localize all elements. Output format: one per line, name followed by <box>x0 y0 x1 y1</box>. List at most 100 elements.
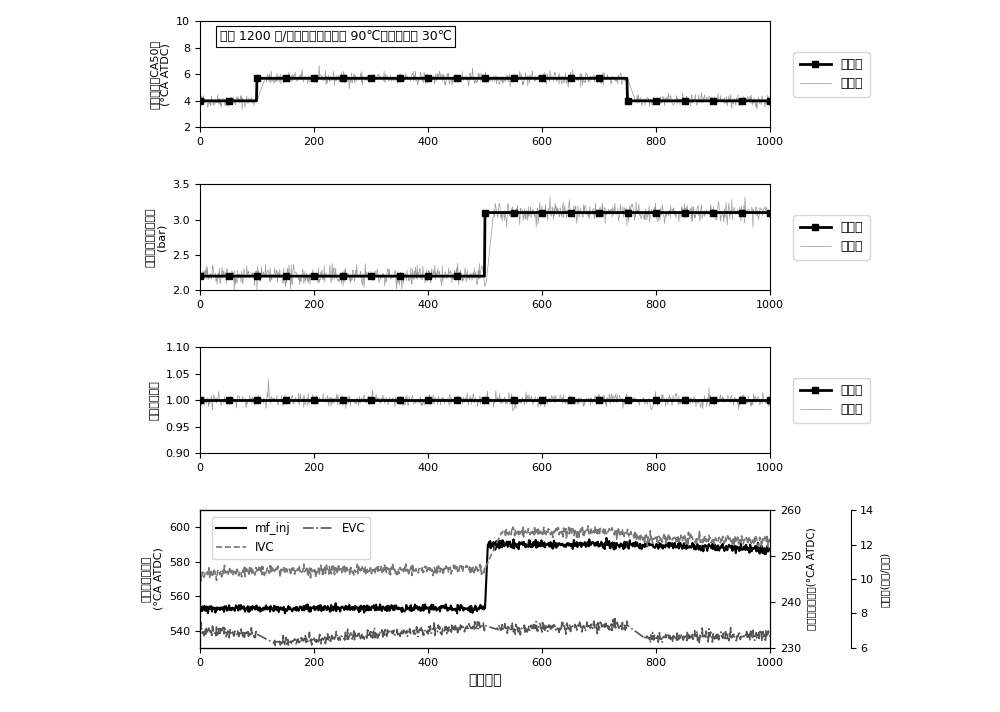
Y-axis label: 喷油量(毫克/循环): 喷油量(毫克/循环) <box>880 551 890 607</box>
Line: IVC: IVC <box>200 525 770 581</box>
Y-axis label: 排气门关闭时刻(°CA ATDC): 排气门关闭时刻(°CA ATDC) <box>807 528 817 630</box>
实际值 <box>737 92 749 100</box>
X-axis label: 循环编号: 循环编号 <box>468 674 502 687</box>
实际值 <box>639 216 651 224</box>
mf_inj <box>639 540 651 548</box>
实际值 <box>236 105 248 114</box>
实际值 <box>660 96 672 105</box>
设定值 <box>194 97 206 105</box>
实际值 <box>313 61 325 70</box>
设定值 <box>698 396 710 404</box>
设定值 <box>229 272 241 281</box>
设定值 <box>737 209 749 217</box>
实际值 <box>660 397 672 405</box>
设定值 <box>737 97 749 105</box>
实际值 <box>507 407 519 415</box>
mf_inj <box>600 533 612 542</box>
设定值 <box>194 272 206 281</box>
EVC <box>764 632 776 641</box>
实际值 <box>660 213 672 221</box>
实际值 <box>251 286 263 295</box>
实际值 <box>699 95 711 103</box>
实际值 <box>229 97 241 105</box>
EVC <box>194 627 206 635</box>
设定值 <box>479 209 491 217</box>
Line: 设定值: 设定值 <box>197 75 773 104</box>
实际值 <box>310 78 322 87</box>
EVC <box>737 632 749 641</box>
Text: 转速 1200 转/分钟，冷却水温度 90℃，进气温度 30℃: 转速 1200 转/分钟，冷却水温度 90℃，进气温度 30℃ <box>220 30 452 43</box>
设定值 <box>639 209 651 217</box>
Line: 设定值: 设定值 <box>197 210 773 279</box>
实际值 <box>544 192 556 201</box>
IVC <box>699 533 711 541</box>
设定值 <box>251 74 263 83</box>
设定值 <box>310 74 322 83</box>
Y-axis label: 过量空气系数: 过量空气系数 <box>150 380 160 420</box>
IVC <box>764 538 776 547</box>
Y-axis label: 进气门关闭时刻
(°CA ATDC): 进气门关闭时刻 (°CA ATDC) <box>142 548 164 610</box>
mf_inj <box>451 609 463 617</box>
实际值 <box>194 95 206 103</box>
实际值 <box>699 206 711 215</box>
实际值 <box>737 211 749 220</box>
设定值 <box>639 97 651 105</box>
实际值 <box>639 101 651 110</box>
实际值 <box>764 397 776 406</box>
IVC <box>229 567 241 576</box>
设定值 <box>660 97 672 105</box>
实际值 <box>229 266 241 275</box>
EVC <box>660 633 672 642</box>
设定值 <box>659 396 671 404</box>
Line: 实际值: 实际值 <box>200 379 770 411</box>
设定值 <box>310 272 322 281</box>
设定值 <box>229 97 241 105</box>
EVC <box>609 614 621 623</box>
mf_inj <box>310 605 322 614</box>
设定值 <box>310 396 322 404</box>
设定值 <box>698 209 710 217</box>
实际值 <box>194 399 206 407</box>
设定值 <box>229 396 241 404</box>
Y-axis label: 毛指示平均有效压力
(bar): 毛指示平均有效压力 (bar) <box>145 207 167 267</box>
mf_inj <box>699 541 711 550</box>
实际值 <box>262 375 274 383</box>
设定值 <box>764 97 776 105</box>
Line: EVC: EVC <box>200 619 770 646</box>
Y-axis label: 燃烧相位（CA50）
(°CA ATDC): 燃烧相位（CA50） (°CA ATDC) <box>149 40 171 109</box>
mf_inj <box>194 601 206 609</box>
IVC <box>310 568 322 577</box>
实际值 <box>229 397 241 405</box>
IVC <box>195 577 207 585</box>
Legend: 设定值, 实际值: 设定值, 实际值 <box>793 52 870 97</box>
Line: 设定值: 设定值 <box>197 397 773 403</box>
设定值 <box>638 396 650 404</box>
Legend: 设定值, 实际值: 设定值, 实际值 <box>793 215 870 260</box>
EVC <box>639 634 651 643</box>
实际值 <box>699 397 711 406</box>
IVC <box>582 521 594 530</box>
设定值 <box>194 396 206 404</box>
IVC <box>639 531 651 540</box>
设定值 <box>660 209 672 217</box>
设定值 <box>764 396 776 404</box>
Line: 实际值: 实际值 <box>200 66 770 110</box>
实际值 <box>764 92 776 100</box>
设定值 <box>764 209 776 217</box>
EVC <box>310 638 322 646</box>
实际值 <box>194 267 206 276</box>
Legend: mf_inj, IVC, EVC: mf_inj, IVC, EVC <box>212 518 370 559</box>
EVC <box>699 632 711 641</box>
IVC <box>660 533 672 541</box>
设定值 <box>736 396 748 404</box>
Line: 实际值: 实际值 <box>200 197 770 290</box>
实际值 <box>639 399 651 408</box>
EVC <box>229 627 241 635</box>
mf_inj <box>660 540 672 549</box>
EVC <box>281 642 293 650</box>
实际值 <box>310 272 322 281</box>
mf_inj <box>229 607 241 615</box>
实际值 <box>737 390 749 399</box>
IVC <box>194 573 206 582</box>
Legend: 设定值, 实际值: 设定值, 实际值 <box>793 378 870 423</box>
